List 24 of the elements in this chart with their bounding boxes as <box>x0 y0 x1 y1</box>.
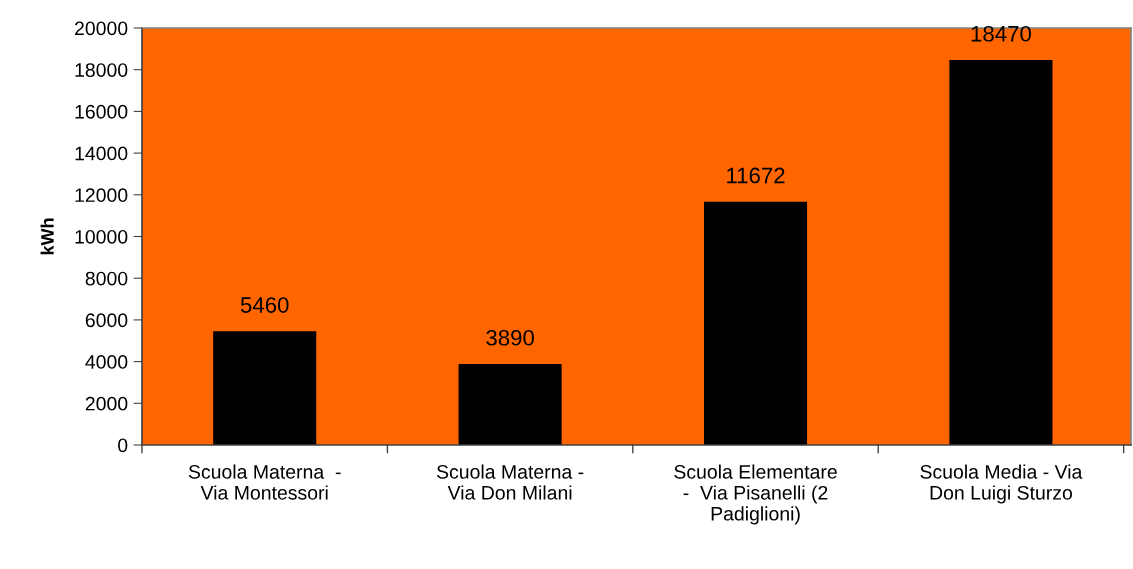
y-tick-label: 12000 <box>75 188 128 203</box>
x-tick-label: Scuola Materna - Via Don Milani <box>436 464 584 500</box>
data-label: 18470 <box>971 25 1031 42</box>
y-axis-title: kWh <box>40 218 54 255</box>
y-tick-label: 20000 <box>75 21 128 36</box>
y-tick-label: 16000 <box>75 104 128 119</box>
bar <box>213 331 317 445</box>
bar <box>703 201 808 445</box>
bar <box>949 59 1053 445</box>
data-label: 5460 <box>240 297 289 313</box>
y-tick-label: 4000 <box>85 355 128 369</box>
bar <box>458 363 562 445</box>
y-tick-label: 18000 <box>75 63 128 77</box>
x-tick-label: Scuola Materna - Via Montessori <box>188 464 341 500</box>
y-tick-label: 2000 <box>85 396 128 411</box>
y-tick-label: 6000 <box>85 313 128 328</box>
y-tick-label: 8000 <box>85 271 128 286</box>
x-tick-label: Scuola Elementare - Via Pisanelli (2 Padiglioni) <box>674 464 837 525</box>
data-label: 3890 <box>486 329 534 346</box>
x-tick-label: Scuola Media - Via Don Luigi Sturzo <box>920 464 1083 504</box>
y-tick-label: 14000 <box>75 146 128 161</box>
y-tick-label: 10000 <box>75 229 128 244</box>
y-tick-label: 0 <box>118 438 128 453</box>
data-label: 11672 <box>727 167 785 184</box>
